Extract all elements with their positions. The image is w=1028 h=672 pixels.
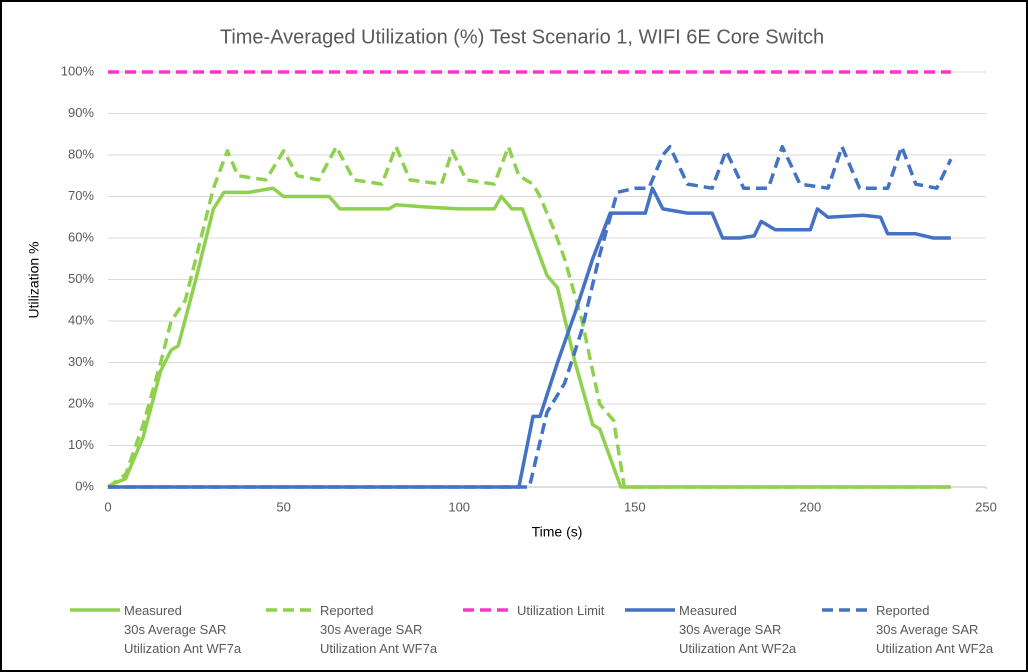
x-tick-label: 0 [104,499,111,514]
y-tick-label: 10% [68,437,94,452]
y-axis-label: Utilization % [26,241,42,318]
legend-swatch [463,608,513,612]
x-tick-label: 250 [975,499,997,514]
y-tick-label: 80% [68,146,94,161]
x-tick-label: 50 [276,499,290,514]
series-line [108,186,951,489]
legend-swatch [70,608,120,612]
y-tick-label: 100% [61,63,95,78]
legend-swatch [822,608,872,612]
legend-label: Reported 30s Average SAR Utilization Ant… [876,603,994,656]
legend-item: Utilization Limit [463,601,604,620]
legend-item: Measured 30s Average SAR Utilization Ant… [70,601,241,658]
x-tick-label: 200 [800,499,822,514]
y-tick-label: 90% [68,105,94,120]
x-tick-label: 100 [448,499,470,514]
y-tick-label: 40% [68,312,94,327]
legend-swatch [266,608,316,612]
x-tick-label: 150 [624,499,646,514]
x-axis-label: Time (s) [532,524,583,540]
legend-item: Reported 30s Average SAR Utilization Ant… [266,601,437,658]
y-tick-label: 70% [68,188,94,203]
series-line [107,186,951,489]
series-line [106,144,951,489]
legend-label: Reported 30s Average SAR Utilization Ant… [320,603,438,656]
y-tick-label: 0% [75,478,94,493]
series-line [108,144,953,489]
legend-item: Measured 30s Average SAR Utilization Ant… [625,601,796,658]
y-tick-label: 20% [68,395,94,410]
legend-swatch [625,608,675,612]
legend-label: Measured 30s Average SAR Utilization Ant… [679,603,797,656]
y-tick-label: 30% [68,354,94,369]
legend-label: Measured 30s Average SAR Utilization Ant… [124,603,242,656]
y-tick-label: 60% [68,229,94,244]
y-tick-label: 50% [68,271,94,286]
legend-item: Reported 30s Average SAR Utilization Ant… [822,601,993,658]
chart-title: Time-Averaged Utilization (%) Test Scena… [220,26,824,48]
legend-label: Utilization Limit [517,603,605,618]
